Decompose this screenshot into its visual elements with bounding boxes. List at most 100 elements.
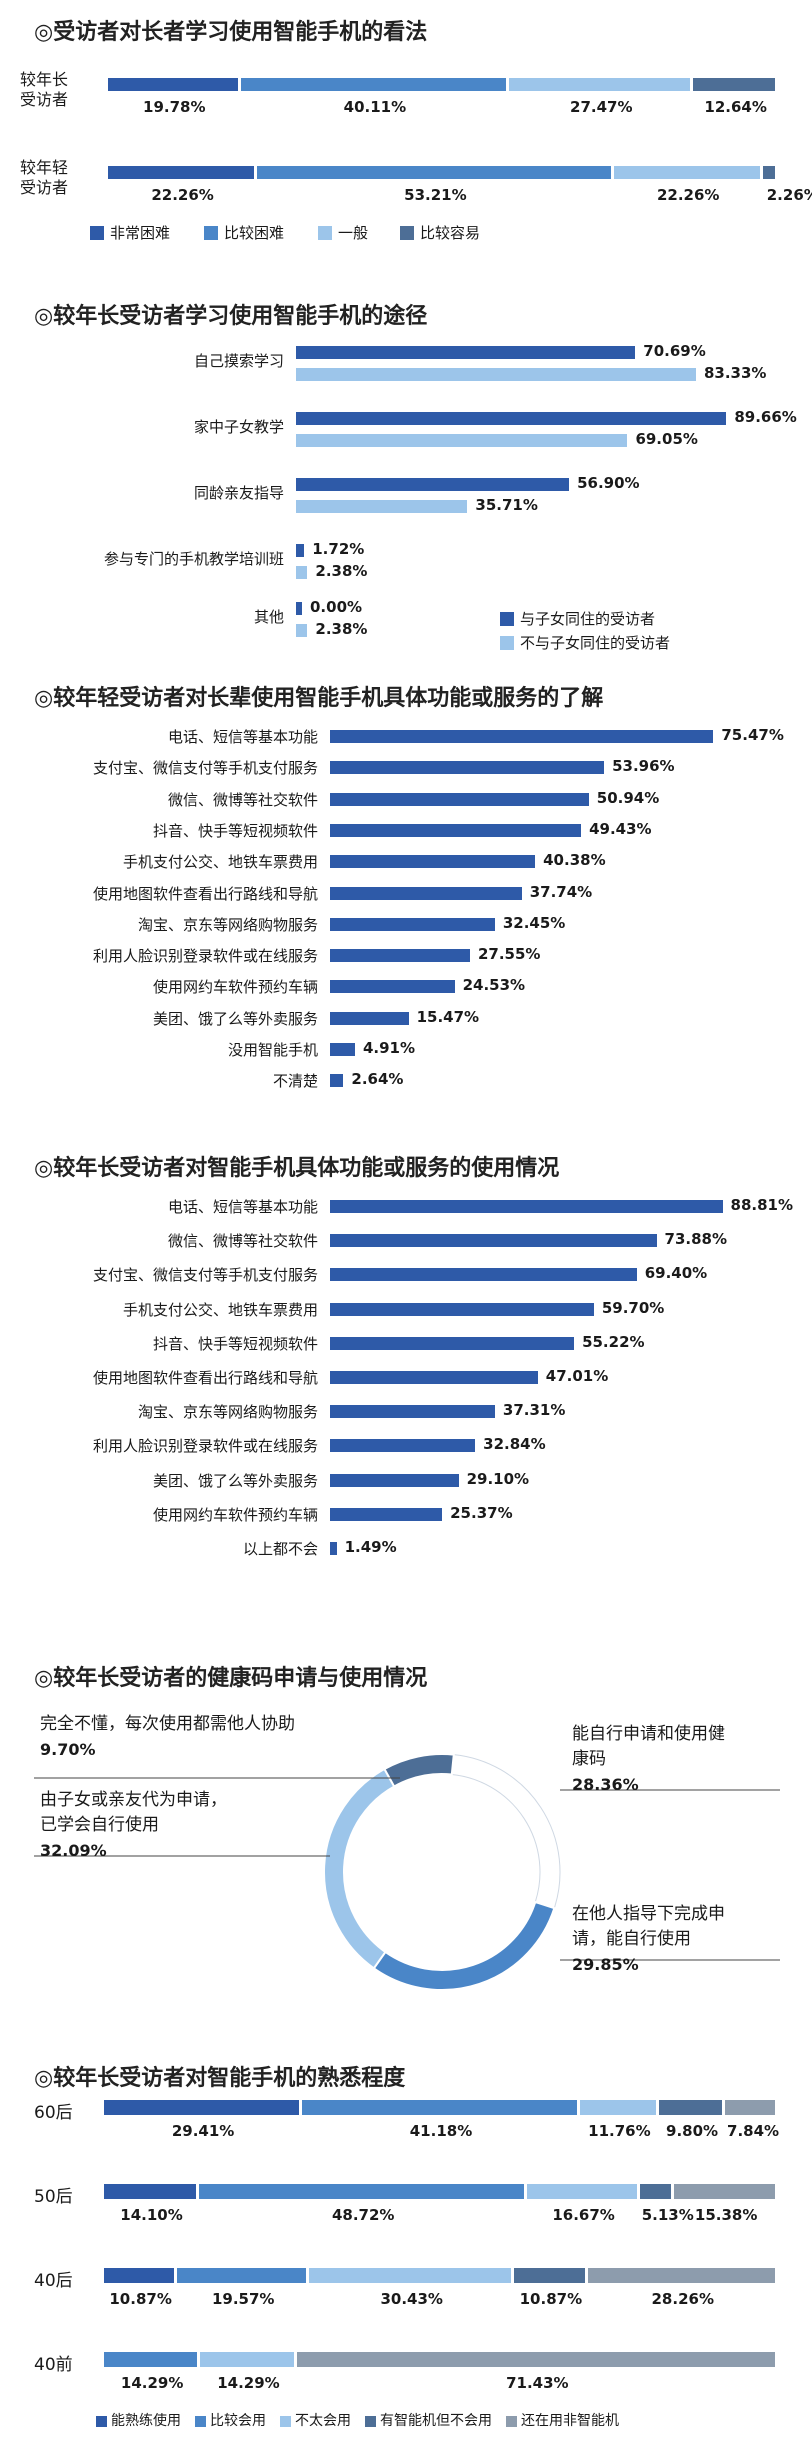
- data-label: 19.57%: [211, 2290, 275, 2308]
- bar-segment: [613, 166, 760, 179]
- legend-swatch: [280, 2416, 291, 2427]
- category-label: 微信、微博等社交软件: [167, 1232, 318, 1251]
- chart-title-text: ◎受访者对长者学习使用智能手机的看法: [34, 20, 428, 45]
- bar-segment: [104, 2184, 197, 2199]
- bar: [330, 792, 589, 806]
- category-label: 参与专门的手机教学培训班: [103, 550, 284, 568]
- category-label: 家中子女教学: [193, 418, 284, 436]
- bar: [330, 980, 455, 994]
- data-label: 35.71%: [475, 496, 538, 514]
- data-label: 32.84%: [483, 1435, 546, 1454]
- data-label: 2.38%: [315, 620, 368, 638]
- data-label: 22.26%: [656, 186, 720, 204]
- data-label: 59.70%: [601, 1298, 665, 1317]
- chart-learning-ways: ◎较年长受访者学习使用智能手机的途径 自己摸索学习 70.69% 83.33% 家中子…: [0, 290, 812, 660]
- data-label: 30.43%: [380, 2290, 443, 2308]
- category-label: 使用地图软件查看出行路线和导航: [92, 1369, 318, 1387]
- legend-swatch: [506, 2416, 517, 2427]
- slice-label-line: 能自行申请和使用健: [572, 1724, 725, 1744]
- data-label: 10.87%: [519, 2290, 583, 2308]
- data-label: 2.64%: [351, 1070, 404, 1089]
- bar-segment: [104, 2100, 300, 2115]
- data-label: 49.43%: [589, 819, 652, 838]
- data-label: 88.81%: [730, 1196, 794, 1214]
- bar: [330, 886, 522, 900]
- bar: [330, 730, 714, 743]
- donut-slice: [451, 1754, 561, 1909]
- data-label: 14.29%: [217, 2374, 280, 2392]
- data-label: 50.94%: [596, 788, 660, 807]
- bar-segment: [104, 2352, 198, 2367]
- data-label: 9.80%: [666, 2122, 719, 2140]
- legend-swatch: [195, 2416, 206, 2427]
- bar: [296, 544, 305, 557]
- category-label: 较年轻 受访者: [20, 158, 68, 198]
- data-label: 29.10%: [466, 1469, 530, 1488]
- category-label: 电话、短信等基本功能: [167, 728, 318, 746]
- legend-label: 与子女同住的受访者: [520, 610, 656, 628]
- data-label: 7.84%: [727, 2122, 780, 2140]
- legend-label: 还在用非智能机: [521, 2413, 619, 2429]
- category-label: 淘宝、京东等网络购物服务: [137, 1403, 318, 1422]
- bar: [330, 1336, 575, 1350]
- legend-label: 不与子女同住的受访者: [520, 634, 671, 652]
- bar-segment: [725, 2100, 775, 2115]
- category-label: 其他: [253, 608, 284, 626]
- chart-title-text: ◎较年轻受访者对长辈使用智能手机具体功能或服务的了解: [34, 686, 604, 711]
- bar-segment: [200, 2352, 294, 2367]
- data-label: 70.69%: [643, 342, 706, 360]
- bar-segment: [579, 2100, 657, 2115]
- category-label-line: 受访者: [20, 90, 69, 109]
- legend-swatch: [500, 612, 514, 626]
- data-label: 1.72%: [312, 540, 365, 558]
- data-label: 19.78%: [143, 98, 206, 116]
- data-label: 4.91%: [362, 1039, 415, 1057]
- legend-label: 比较会用: [210, 2413, 266, 2429]
- bar-segment: [674, 2184, 775, 2199]
- bar-segment: [514, 2268, 585, 2283]
- legend-swatch: [500, 636, 514, 650]
- data-label: 15.47%: [416, 1007, 480, 1026]
- chart-title: ◎较年长受访者学习使用智能手机的途径: [34, 298, 427, 330]
- bar-segment: [639, 2184, 672, 2199]
- data-label: 27.55%: [477, 945, 541, 964]
- slice-label-line: 已学会自行使用: [40, 1815, 159, 1835]
- bar-segment: [257, 166, 611, 179]
- category-label: 美团、饿了么等外卖服务: [152, 1009, 318, 1028]
- category-label: 使用地图软件查看出行路线和导航: [92, 884, 318, 903]
- data-label: 47.01%: [545, 1367, 609, 1385]
- chart-familiarity: ◎较年长受访者对智能手机的熟悉程度 60后 29.41% 41.18% 11.76% 9…: [0, 2060, 812, 2452]
- donut-slice: [383, 1753, 455, 1788]
- data-label: 37.74%: [529, 882, 593, 901]
- data-label: 11.76%: [588, 2122, 651, 2140]
- legend-swatch: [96, 2416, 107, 2427]
- data-label: 32.45%: [502, 913, 566, 932]
- bar: [296, 602, 302, 615]
- bar: [296, 478, 570, 491]
- data-label: 22.26%: [151, 186, 214, 204]
- slice-value: 29.85%: [572, 1955, 639, 1974]
- bar: [330, 1439, 476, 1453]
- category-label: 淘宝、京东等网络购物服务: [137, 915, 318, 934]
- data-label: 16.67%: [552, 2206, 615, 2224]
- slice-value: 28.36%: [572, 1775, 639, 1794]
- slice-label: 完全不懂，每次使用都需他人协助 9.70%: [40, 1712, 295, 1762]
- category-label: 支付宝、微信支付等手机支付服务: [92, 1266, 318, 1285]
- bar: [330, 949, 470, 963]
- legend-swatch: [400, 226, 414, 240]
- legend-swatch: [365, 2416, 376, 2427]
- data-label: 55.22%: [582, 1332, 645, 1351]
- donut-chart: [34, 1753, 780, 1991]
- category-label: 使用网约车软件预约车辆: [152, 1505, 318, 1524]
- data-label: 73.88%: [664, 1230, 728, 1249]
- data-label: 37.31%: [502, 1401, 566, 1420]
- category-label: 较年长 受访者: [20, 70, 68, 110]
- chart-health-code: ◎较年长受访者的健康码申请与使用情况 能自行申请和使用健 康码 28.36% 在他人指…: [0, 1660, 812, 2020]
- legend-label: 比较容易: [420, 224, 481, 242]
- category-label-line: 受访者: [20, 178, 69, 197]
- legend-swatch: [204, 226, 218, 240]
- data-label: 5.13%: [641, 2206, 694, 2224]
- legend-label: 不太会用: [295, 2413, 351, 2429]
- slice-label: 由子女或亲友代为申请， 已学会自行使用 32.09%: [40, 1788, 227, 1863]
- bar: [330, 855, 536, 869]
